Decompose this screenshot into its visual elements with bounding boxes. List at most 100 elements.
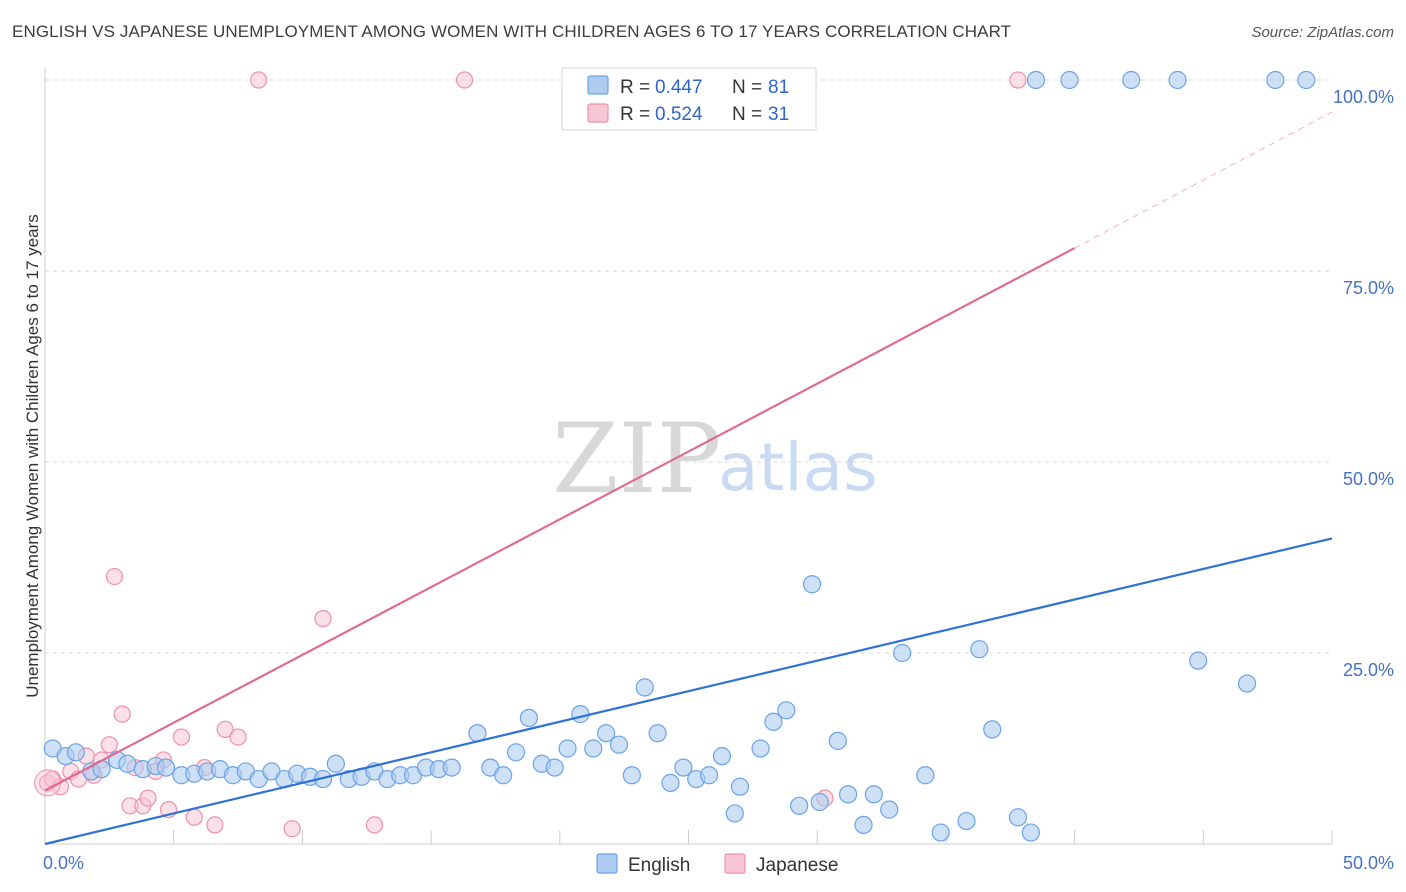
y-tick-label-3: 25.0% [1343, 660, 1394, 680]
english-point [1122, 70, 1141, 90]
english-point [931, 823, 950, 842]
legend-japanese-r-value: 0.524 [655, 104, 703, 125]
english-point [506, 743, 526, 762]
japanese-point [283, 820, 301, 838]
japanese-point [206, 816, 224, 834]
english-point [1297, 70, 1316, 90]
english-point [558, 739, 577, 758]
tick-labels: 100.0% 75.0% 50.0% 25.0% 0.0% 50.0% [43, 87, 1394, 873]
y-tick-label-2: 50.0% [1343, 469, 1394, 489]
english-point [545, 758, 564, 777]
english-point [1060, 70, 1079, 90]
english-point [983, 720, 1002, 739]
x-tick-label-0: 0.0% [43, 853, 84, 873]
source-label: Source: ZipAtlas.com [1251, 24, 1394, 41]
japanese-point [216, 720, 234, 739]
english-point [790, 796, 809, 815]
english-points [43, 70, 1316, 842]
english-point [802, 575, 822, 594]
japanese-point [100, 736, 118, 754]
english-point [854, 815, 873, 835]
japanese-point [455, 71, 474, 89]
english-point [916, 766, 935, 785]
english-point [156, 758, 176, 777]
english-point [864, 785, 883, 804]
english-point [648, 724, 667, 743]
japanese-point [105, 567, 124, 586]
legend-japanese-n-value: 31 [768, 104, 789, 125]
english-point [519, 708, 539, 728]
japanese-trend-extension [1074, 111, 1333, 249]
axes [44, 68, 1333, 845]
legend-japanese-swatch [587, 103, 609, 123]
watermark-atlas: atlas [718, 429, 878, 506]
english-point [622, 766, 641, 785]
english-point [597, 724, 616, 743]
legend-english-n-label: N = [732, 77, 762, 98]
y-tick-label-0: 100.0% [1333, 87, 1394, 107]
english-point [730, 777, 750, 796]
japanese-point [229, 728, 247, 746]
watermark: ZIP atlas [552, 403, 878, 515]
english-point [893, 643, 912, 663]
japanese-point [365, 816, 384, 834]
english-point [571, 705, 590, 724]
english-point [970, 640, 989, 659]
english-point [326, 754, 345, 773]
grid-lines [45, 79, 1332, 654]
bottom-legend-japanese-swatch [724, 853, 746, 874]
japanese-point [113, 705, 131, 723]
english-point [1237, 674, 1257, 693]
english-trend-line [44, 537, 1333, 846]
legend-english-n-value: 81 [768, 77, 789, 98]
legend-english-swatch [587, 75, 609, 95]
english-point [764, 712, 783, 731]
japanese-point [314, 610, 332, 628]
legend-japanese-r-label: R = [620, 104, 650, 125]
english-point [609, 735, 629, 754]
japanese-point [139, 789, 157, 807]
legend-english-r-value: 0.447 [655, 77, 703, 98]
english-point [712, 747, 732, 766]
english-point [828, 731, 847, 750]
english-point [1026, 70, 1046, 90]
english-point [1008, 808, 1028, 827]
japanese-point [185, 808, 203, 826]
trend-lines [44, 111, 1333, 846]
english-point [751, 739, 770, 758]
english-point [725, 804, 744, 823]
english-point [674, 758, 693, 777]
japanese-point-cluster [34, 769, 62, 797]
x-tick-label-1: 50.0% [1343, 853, 1394, 873]
english-point [699, 766, 719, 785]
bottom-legend-japanese-label: Japanese [756, 855, 838, 876]
y-axis-label: Unemployment Among Women with Children A… [23, 214, 42, 698]
english-point [838, 785, 858, 804]
english-point [1021, 823, 1040, 842]
legend-japanese-n-label: N = [732, 104, 762, 125]
watermark-zip: ZIP [552, 403, 721, 515]
english-point [442, 758, 461, 777]
correlation-legend: R = 0.447 N = 81 R = 0.524 N = 31 [561, 67, 817, 131]
series-legend: English Japanese [596, 853, 838, 876]
english-point [957, 811, 976, 831]
japanese-trend-line [44, 247, 1076, 792]
english-point [777, 701, 796, 720]
english-point [584, 739, 603, 758]
english-point [810, 792, 829, 812]
english-point [1168, 70, 1187, 90]
bottom-legend-english-label: English [628, 855, 690, 876]
english-point [661, 773, 680, 792]
japanese-point [1009, 71, 1027, 89]
bottom-legend-english-swatch [596, 853, 618, 874]
english-point [1189, 651, 1208, 670]
english-point [1266, 70, 1285, 90]
english-point [880, 800, 899, 819]
japanese-point [250, 71, 268, 89]
japanese-point [172, 728, 191, 746]
english-point [118, 754, 137, 773]
legend-english-r-label: R = [620, 77, 650, 98]
english-point [635, 678, 654, 697]
y-tick-label-1: 75.0% [1343, 278, 1394, 298]
